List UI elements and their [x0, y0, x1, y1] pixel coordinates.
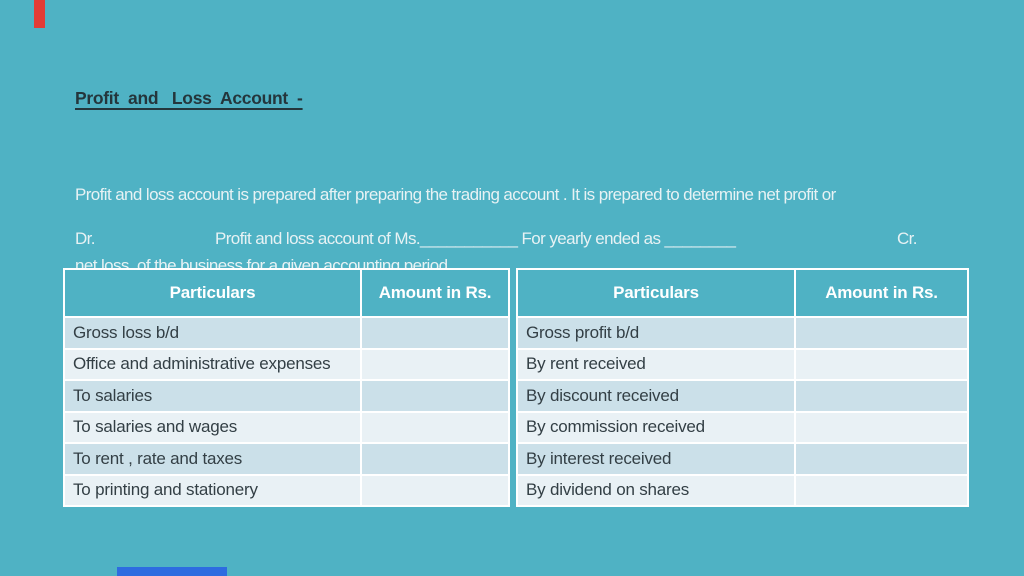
credit-item-cell: By commission received	[516, 410, 796, 444]
description-line: Profit and loss account is prepared afte…	[75, 185, 836, 204]
account-name-blanks: Profit and loss account of Ms.__________…	[215, 229, 736, 248]
debit-item-cell: Gross loss b/d	[63, 316, 362, 350]
debit-item-cell: To printing and stationery	[63, 473, 362, 507]
page-title: Profit and Loss Account -	[75, 88, 303, 108]
table-row: To printing and stationery	[63, 473, 510, 507]
header-credit-particulars: Particulars	[516, 268, 796, 318]
table-header-row: Particulars Amount in Rs.	[63, 268, 510, 318]
table-row: To rent , rate and taxes	[63, 442, 510, 476]
debit-amount-cell	[360, 442, 510, 476]
credit-amount-cell	[794, 410, 969, 444]
table-row: Gross profit b/d	[516, 316, 969, 350]
credit-item-cell: By interest received	[516, 442, 796, 476]
dr-label: Dr.	[75, 229, 96, 248]
progress-bar[interactable]	[117, 567, 227, 576]
debit-item-cell: Office and administrative expenses	[63, 347, 362, 381]
debit-item-cell: To salaries	[63, 379, 362, 413]
debit-amount-cell	[360, 473, 510, 507]
table-row: Gross loss b/d	[63, 316, 510, 350]
table-row: By commission received	[516, 410, 969, 444]
table-row: Office and administrative expenses	[63, 347, 510, 381]
credit-item-cell: By rent received	[516, 347, 796, 381]
credit-amount-cell	[794, 379, 969, 413]
credit-amount-cell	[794, 316, 969, 350]
debit-item-cell: To salaries and wages	[63, 410, 362, 444]
header-credit-amount: Amount in Rs.	[794, 268, 969, 318]
credit-amount-cell	[794, 347, 969, 381]
credit-item-cell: By dividend on shares	[516, 473, 796, 507]
credit-side-table: Particulars Amount in Rs. Gross profit b…	[516, 268, 969, 507]
account-heading-line: Dr. Profit and loss account of Ms.______…	[0, 229, 1024, 253]
debit-amount-cell	[360, 316, 510, 350]
credit-item-cell: Gross profit b/d	[516, 316, 796, 350]
debit-item-cell: To rent , rate and taxes	[63, 442, 362, 476]
red-accent-bar	[34, 0, 45, 28]
debit-amount-cell	[360, 410, 510, 444]
header-debit-particulars: Particulars	[63, 268, 362, 318]
cr-label: Cr.	[897, 229, 918, 248]
table-row: By dividend on shares	[516, 473, 969, 507]
table-row: By rent received	[516, 347, 969, 381]
credit-item-cell: By discount received	[516, 379, 796, 413]
table-row: By interest received	[516, 442, 969, 476]
profit-loss-table: Particulars Amount in Rs. Gross loss b/d…	[63, 268, 969, 507]
debit-amount-cell	[360, 347, 510, 381]
credit-amount-cell	[794, 473, 969, 507]
table-row: To salaries and wages	[63, 410, 510, 444]
table-header-row: Particulars Amount in Rs.	[516, 268, 969, 318]
credit-amount-cell	[794, 442, 969, 476]
header-debit-amount: Amount in Rs.	[360, 268, 510, 318]
debit-amount-cell	[360, 379, 510, 413]
debit-side-table: Particulars Amount in Rs. Gross loss b/d…	[63, 268, 510, 507]
table-row: To salaries	[63, 379, 510, 413]
table-row: By discount received	[516, 379, 969, 413]
